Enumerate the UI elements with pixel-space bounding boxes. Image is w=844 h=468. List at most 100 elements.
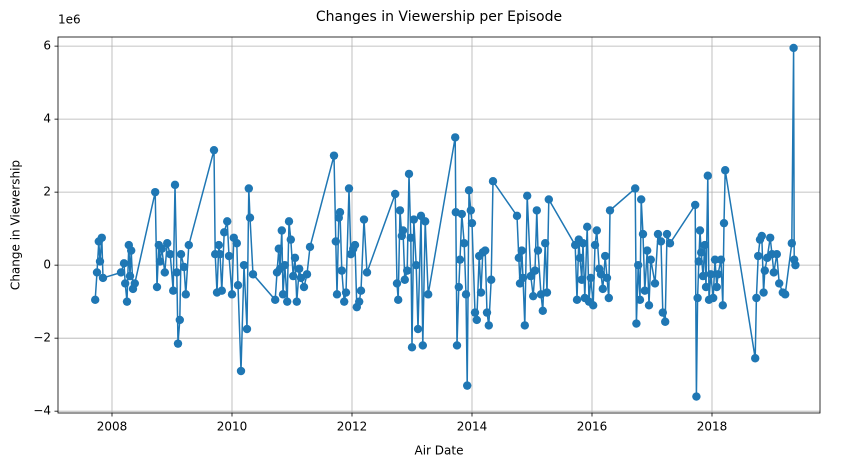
data-point xyxy=(290,253,300,263)
data-point xyxy=(706,270,715,279)
data-point xyxy=(464,186,474,195)
data-point xyxy=(224,251,234,261)
data-point xyxy=(355,297,364,306)
data-point xyxy=(119,259,129,268)
data-point xyxy=(356,286,366,295)
data-point xyxy=(662,229,672,239)
data-point xyxy=(635,295,645,305)
data-point xyxy=(517,246,526,255)
data-point xyxy=(274,244,283,253)
data-point xyxy=(170,180,180,190)
data-point xyxy=(214,240,223,250)
data-point xyxy=(239,260,249,270)
data-point xyxy=(244,184,253,193)
data-point xyxy=(394,295,403,305)
data-point xyxy=(452,341,462,350)
data-point xyxy=(286,235,295,244)
data-point xyxy=(700,240,709,250)
x-axis-label: Air Date xyxy=(415,444,464,458)
data-point xyxy=(331,237,340,246)
y-offset-label: 1e6 xyxy=(58,13,81,27)
data-point xyxy=(341,288,351,297)
y-tick-label: −4 xyxy=(33,404,51,418)
data-point xyxy=(169,286,178,295)
data-point xyxy=(481,246,490,255)
data-point xyxy=(577,275,586,284)
data-point xyxy=(217,286,226,295)
data-point xyxy=(529,291,538,301)
data-point xyxy=(173,339,183,348)
data-point xyxy=(91,295,100,305)
data-point xyxy=(691,200,700,210)
data-point xyxy=(523,191,532,200)
data-point xyxy=(634,260,643,270)
data-point xyxy=(544,195,553,204)
data-point xyxy=(335,208,345,217)
data-point xyxy=(176,250,186,259)
data-point xyxy=(572,295,582,305)
data-point xyxy=(350,240,360,250)
data-point xyxy=(295,264,304,274)
data-point xyxy=(695,226,705,235)
data-point xyxy=(403,266,412,275)
data-point xyxy=(578,239,588,248)
data-point xyxy=(512,211,522,221)
data-point xyxy=(232,239,241,248)
data-point xyxy=(116,268,126,277)
chart-title: Changes in Viewership per Episode xyxy=(316,9,562,25)
data-point xyxy=(713,270,723,279)
data-point xyxy=(359,215,369,224)
data-point xyxy=(460,239,469,248)
data-point xyxy=(391,189,400,199)
data-point xyxy=(637,195,646,204)
data-point xyxy=(424,290,433,299)
data-point xyxy=(248,270,258,279)
data-point xyxy=(640,286,649,295)
y-tick-label: 4 xyxy=(43,112,51,126)
data-point xyxy=(220,228,229,237)
data-point xyxy=(646,255,655,264)
data-point xyxy=(791,260,800,270)
data-point xyxy=(406,233,415,242)
data-point xyxy=(754,251,763,261)
y-tick-label: 6 xyxy=(43,39,51,53)
data-point xyxy=(476,288,486,297)
data-point xyxy=(337,266,346,275)
data-point xyxy=(766,233,775,242)
data-point xyxy=(760,266,769,275)
data-point xyxy=(157,244,166,253)
data-point xyxy=(751,354,760,363)
data-point xyxy=(95,257,105,266)
data-point xyxy=(598,284,607,294)
data-point xyxy=(703,171,712,180)
data-point xyxy=(92,268,102,277)
data-point xyxy=(709,293,718,303)
data-point xyxy=(787,239,796,248)
data-point xyxy=(160,268,169,277)
data-point xyxy=(245,213,255,222)
data-point xyxy=(487,275,496,284)
data-point xyxy=(658,308,667,317)
data-point xyxy=(175,315,184,325)
data-point xyxy=(332,290,342,299)
data-point xyxy=(693,293,702,303)
data-point xyxy=(404,169,414,179)
data-point xyxy=(418,341,427,350)
data-point xyxy=(769,268,778,277)
data-point xyxy=(586,273,595,283)
x-tick-label: 2014 xyxy=(457,420,488,434)
data-point xyxy=(692,392,701,401)
data-point xyxy=(643,246,652,255)
data-point xyxy=(179,262,189,272)
data-point xyxy=(127,246,136,255)
data-point xyxy=(518,273,528,283)
data-point xyxy=(772,250,781,259)
x-tick-label: 2008 xyxy=(97,420,128,434)
data-point xyxy=(653,229,663,239)
data-point xyxy=(421,217,430,226)
data-point xyxy=(172,268,181,277)
y-tick-label: −2 xyxy=(33,331,51,345)
data-point xyxy=(712,282,721,292)
data-point xyxy=(698,271,708,281)
data-point xyxy=(209,145,219,155)
